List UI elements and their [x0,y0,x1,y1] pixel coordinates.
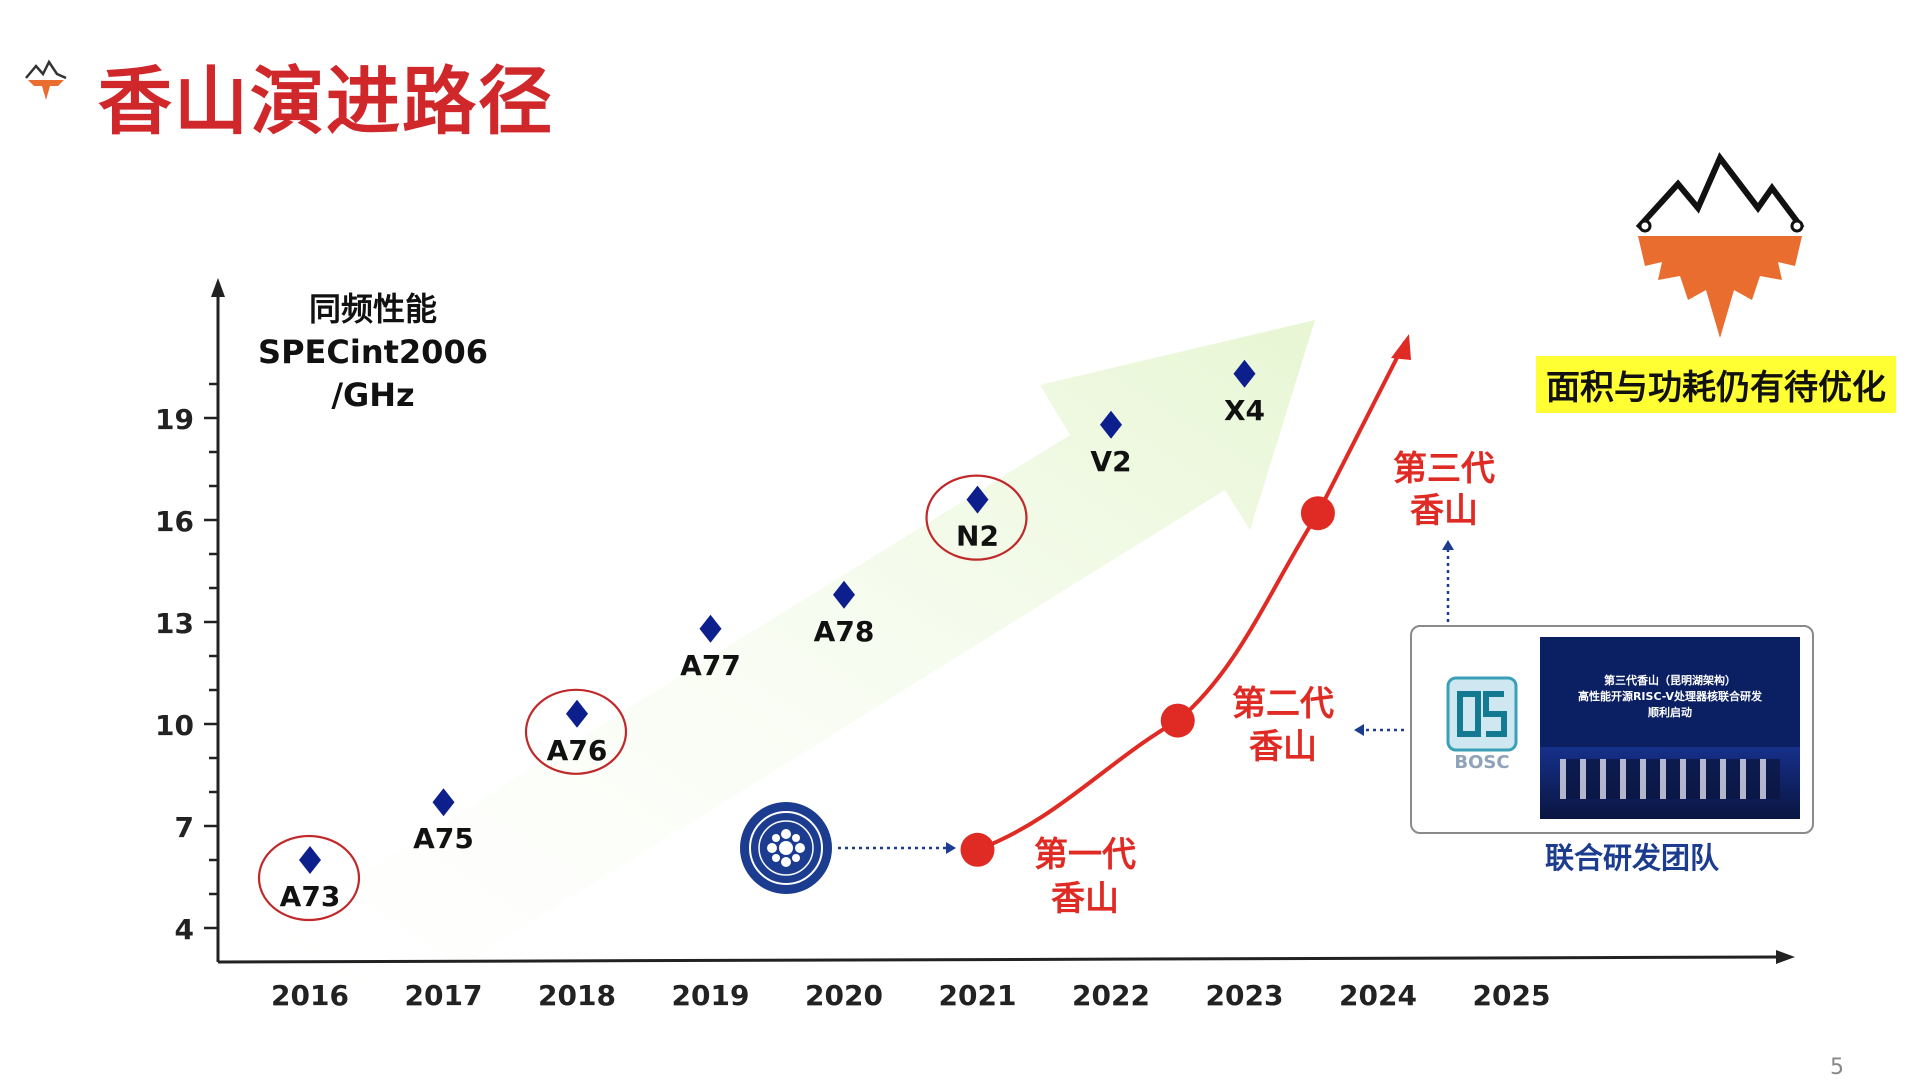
xiangshan-logo-icon [25,59,67,100]
data-point-label: X4 [1224,394,1265,427]
data-point-marker [699,614,722,643]
gen2-label-line2: 香山 [1249,727,1317,767]
page-number: 5 [1830,1055,1844,1080]
x-tick-label: 2023 [1206,979,1284,1012]
x-tick-label: 2017 [405,979,483,1012]
x-tick-label: 2022 [1072,979,1150,1012]
data-point-marker [1233,359,1256,388]
cas-link-arrowhead [946,842,956,854]
x-tick-label: 2025 [1473,979,1551,1012]
y-tick-label: 7 [175,811,194,844]
gen3-link-arrowhead [1442,540,1454,550]
bosc-logo-icon: BOSC [1446,676,1518,772]
x-axis-arrowhead [1776,950,1795,964]
y-axis-label: 同频性能 [309,290,437,328]
team-link-arrowhead [1354,724,1364,736]
xiangshan-point [1300,496,1335,531]
xiangshan-curve-arrowhead [1391,334,1411,360]
data-point-label: V2 [1090,445,1131,478]
data-point-label: A77 [680,649,741,682]
x-axis [217,955,1786,964]
team-label: 联合研发团队 [1545,841,1720,875]
data-point-label: N2 [956,520,999,553]
photo-text-line1: 第三代香山（昆明湖架构） [1604,674,1736,687]
gen3-label-line1: 第三代 [1393,449,1495,489]
xiangshan-logo-large-icon [1635,152,1805,338]
highlight-circle [524,688,628,775]
y-tick-label: 4 [175,913,194,946]
photo-text-line2: 高性能开源RISC-V处理器核联合研发 [1577,690,1763,703]
gen1-label-line2: 香山 [1051,879,1119,919]
x-tick-label: 2020 [805,979,883,1012]
y-axis-label: /GHz [331,376,414,414]
data-point-marker [432,788,455,817]
bosc-logo-text: BOSC [1454,752,1509,772]
y-axis-label: SPECint2006 [258,333,488,371]
data-point-marker [1100,410,1122,439]
highlight-circle [257,834,361,922]
highlight-circle [925,474,1028,561]
cas-logo-icon [740,802,832,894]
y-axis-arrowhead [211,278,225,297]
data-point-marker [966,485,989,514]
y-tick-label: 16 [155,505,194,538]
data-point-marker [299,846,321,874]
y-tick-label: 10 [155,709,194,742]
data-point-marker [566,699,588,728]
photo-people [1560,759,1780,799]
photo-text-line3: 顺利启动 [1648,706,1692,719]
x-tick-label: 2018 [538,979,616,1012]
data-point-label: A75 [413,822,474,855]
x-tick-label: 2024 [1339,979,1417,1012]
data-point-marker [833,580,855,609]
x-tick-label: 2016 [271,979,349,1012]
trend-arrow [270,320,1315,1010]
gen2-label-line1: 第二代 [1232,684,1334,724]
team-photo: 第三代香山（昆明湖架构） 高性能开源RISC-V处理器核联合研发 顺利启动 [1540,637,1800,819]
data-point-label: A76 [547,734,608,767]
gen3-label-line2: 香山 [1410,491,1478,531]
xiangshan-point [1160,703,1195,738]
optimization-note: 面积与功耗仍有待优化 [1536,356,1896,413]
data-point-label: A73 [280,880,341,913]
data-point-label: A78 [814,615,875,648]
gen1-label-line1: 第一代 [1034,835,1136,875]
page-title: 香山演进路径 [98,59,554,145]
x-tick-label: 2019 [672,979,750,1012]
team-image-box: BOSC 第三代香山（昆明湖架构） 高性能开源RISC-V处理器核联合研发 顺利… [1410,625,1814,834]
y-tick-label: 19 [155,403,194,436]
x-tick-label: 2021 [939,979,1017,1012]
xiangshan-point [960,832,995,867]
y-tick-label: 13 [155,607,194,640]
